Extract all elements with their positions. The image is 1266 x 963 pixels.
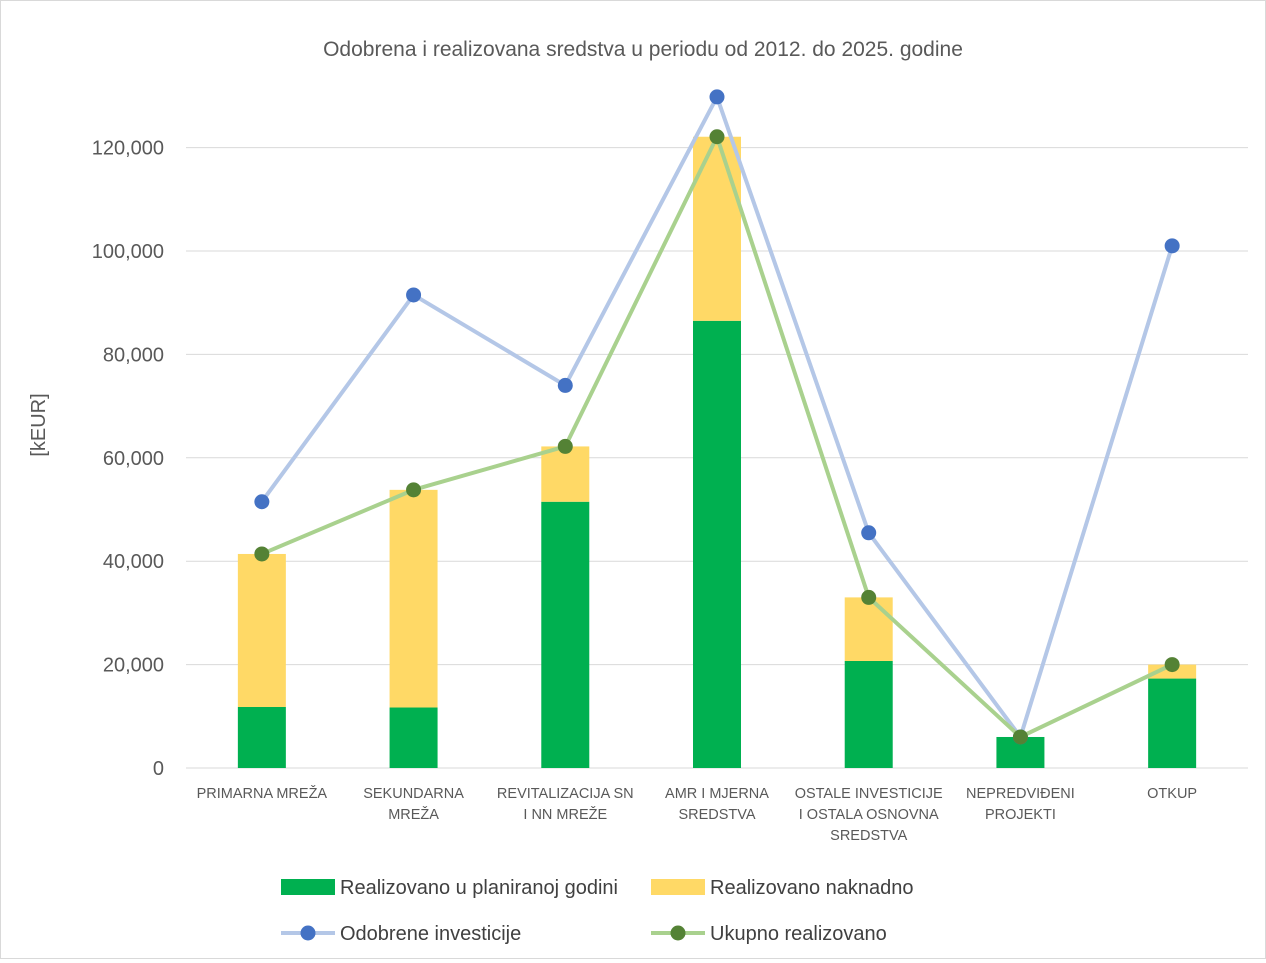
legend-label: Realizovano naknadno [710,877,914,899]
bar-segment [844,660,893,768]
legend-swatch [651,879,705,895]
bar-segment [541,501,590,768]
data-point [406,287,422,303]
data-point [254,546,270,562]
data-point [1012,729,1028,745]
bar-segment [693,320,741,768]
x-tick-label: PROJEKTI [985,807,1056,823]
data-point [557,438,573,454]
data-point [1164,657,1180,673]
legend-label: Realizovano u planiranoj godini [340,877,618,899]
bar-segment [389,489,438,708]
x-tick-label: MREŽA [388,806,439,823]
x-tick-label: AMR I MJERNA [665,786,769,802]
y-tick-label: 0 [153,758,164,780]
y-tick-label: 60,000 [103,448,164,470]
x-tick-label: OSTALE INVESTICIJE [795,786,943,802]
data-point [709,89,725,105]
x-tick-label: I OSTALA OSNOVNA [799,807,939,823]
bar-segment [693,136,741,321]
legend-label: Ukupno realizovano [710,923,887,945]
legend-swatch [281,879,335,895]
legend-marker [300,925,316,941]
lines [254,89,1180,745]
y-tick-label: 80,000 [103,344,164,366]
bar-segment [541,446,590,502]
bar-segment [237,706,286,768]
legend-marker [670,925,686,941]
x-axis-labels: PRIMARNA MREŽA SEKUNDARNA MREŽA REVITALIZAC… [197,785,1198,844]
data-point [557,377,573,393]
data-point [861,589,877,605]
x-tick-label: PRIMARNA MREŽA [197,785,328,802]
data-point [1164,238,1180,254]
y-tick-label: 40,000 [103,551,164,573]
legend: Realizovano u planiranoj godini Realizova… [281,877,914,945]
bar-segment [389,707,438,768]
data-point [406,482,422,498]
x-tick-label: SEKUNDARNA [363,786,464,802]
x-tick-label: OTKUP [1147,786,1197,802]
y-tick-label: 120,000 [92,138,164,160]
data-point [254,494,270,510]
x-tick-label: NEPREDVIĐENI [966,786,1075,802]
bars [237,136,1197,768]
chart-title: Odobrena i realizovana sredstva u period… [323,38,963,61]
y-axis-label: [kEUR] [28,393,50,456]
x-tick-label: SREDSTVA [678,807,755,823]
y-axis-ticks: 0 20,000 40,000 60,000 80,000 100,000 120,000 [92,138,164,780]
bar-segment [237,553,286,707]
y-tick-label: 20,000 [103,655,164,677]
bar-segment [1148,678,1197,768]
data-point [709,129,725,145]
legend-label: Odobrene investicije [340,923,521,945]
data-point [861,525,877,541]
x-tick-label: I NN MREŽE [523,806,607,823]
x-tick-label: REVITALIZACIJA SN [497,786,634,802]
x-tick-label: SREDSTVA [830,828,907,844]
y-tick-label: 100,000 [92,241,164,263]
bar-segment [844,597,893,661]
